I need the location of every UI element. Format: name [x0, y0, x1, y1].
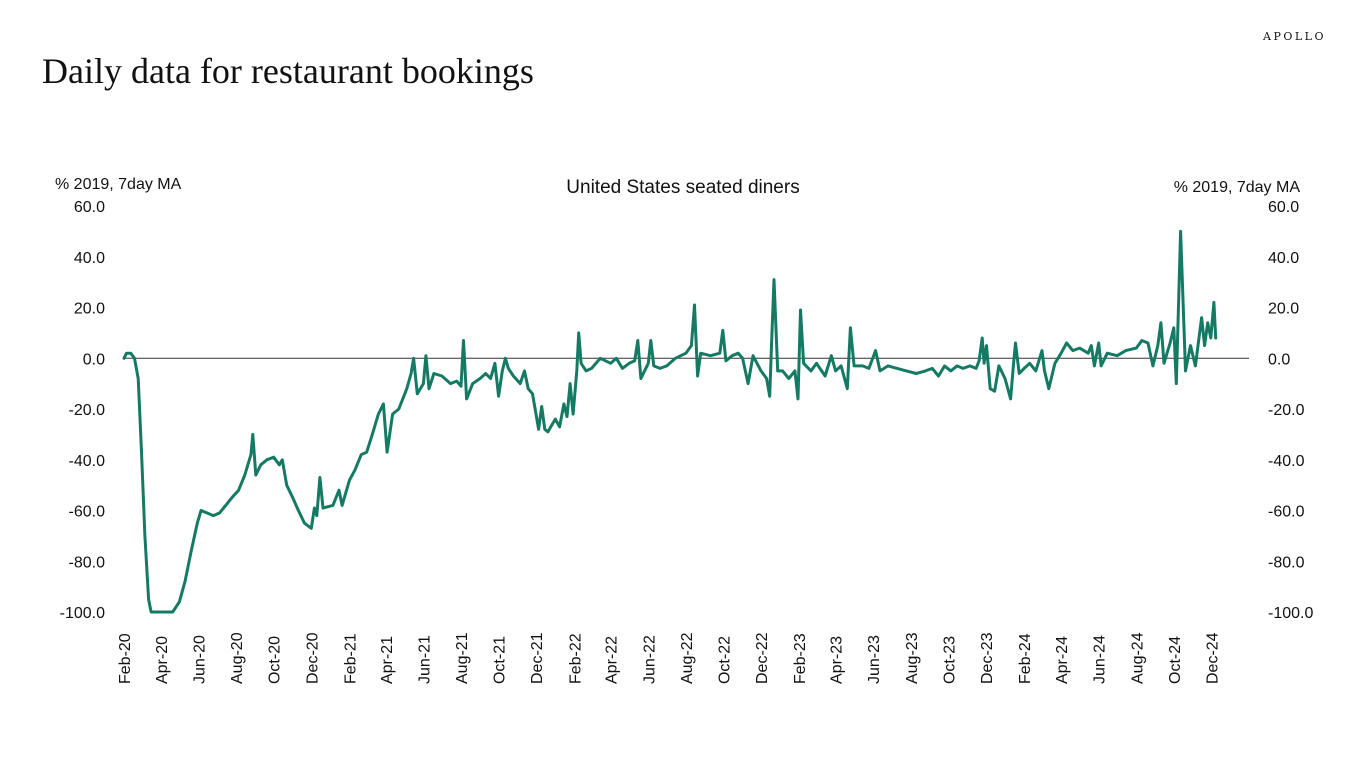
x-tick-label: Dec-24	[1204, 632, 1221, 684]
x-tick-label: Apr-22	[604, 636, 621, 684]
y-tick-label-right: 60.0	[1268, 199, 1299, 216]
y-tick-label-right: -60.0	[1268, 504, 1305, 521]
y-tick-label-left: 20.0	[74, 301, 105, 318]
x-tick-label: Oct-22	[716, 636, 733, 684]
x-tick-label: Jun-22	[641, 635, 658, 684]
x-tick-label: Dec-20	[304, 632, 321, 684]
y-tick-label-right: 0.0	[1268, 351, 1290, 368]
y-ticks-left: 60.0 40.0 20.0 0.0 -20.0 -40.0 -60.0 -80.0 -100.…	[60, 199, 105, 622]
y-tick-label-right: 40.0	[1268, 250, 1299, 267]
y-tick-label-right: -40.0	[1268, 453, 1305, 470]
y-tick-label-left: 0.0	[83, 351, 105, 368]
x-tick-label: Oct-23	[941, 636, 958, 684]
x-tick-label: Aug-20	[229, 632, 246, 684]
x-tick-label: Oct-20	[267, 636, 284, 684]
y-tick-label-left: -80.0	[69, 554, 106, 571]
x-tick-label: Jun-23	[866, 635, 883, 684]
x-tick-label: Feb-24	[1017, 633, 1034, 684]
x-tick-label: Oct-21	[492, 636, 509, 684]
x-tick-label: Dec-22	[754, 632, 771, 684]
x-tick-label: Feb-20	[117, 633, 134, 684]
x-tick-label: Apr-21	[379, 636, 396, 684]
y-tick-label-left: -20.0	[69, 402, 106, 419]
x-tick-label: Dec-23	[979, 632, 996, 684]
y-tick-label-left: -60.0	[69, 504, 106, 521]
x-tick-label: Aug-24	[1129, 632, 1146, 684]
x-tick-label: Feb-22	[567, 633, 584, 684]
y-tick-label-left: -100.0	[60, 605, 105, 622]
y-axis-label-right: % 2019, 7day MA	[1174, 179, 1301, 196]
y-tick-label-right: 20.0	[1268, 301, 1299, 318]
y-tick-label-right: -80.0	[1268, 554, 1305, 571]
y-tick-label-left: 60.0	[74, 199, 105, 216]
x-tick-label: Feb-21	[342, 633, 359, 684]
x-tick-label: Apr-20	[154, 636, 171, 684]
x-ticks: Feb-20 Apr-20 Jun-20 Aug-20 Oct-20 Dec-20 Feb-…	[117, 632, 1221, 684]
x-tick-label: Dec-21	[529, 632, 546, 684]
y-axis-label-left: % 2019, 7day MA	[55, 176, 182, 193]
chart-title: United States seated diners	[566, 177, 799, 198]
series-line	[122, 229, 1218, 614]
x-tick-label: Apr-23	[829, 636, 846, 684]
x-tick-label: Aug-22	[679, 632, 696, 684]
x-tick-label: Jun-24	[1092, 635, 1109, 684]
page-title: Daily data for restaurant bookings	[42, 51, 534, 91]
x-tick-label: Oct-24	[1167, 636, 1184, 684]
y-tick-label-right: -100.0	[1268, 605, 1313, 622]
y-ticks-right: 60.0 40.0 20.0 0.0 -20.0 -40.0 -60.0 -80.0 -100.…	[1268, 199, 1313, 622]
y-tick-label-right: -20.0	[1268, 402, 1305, 419]
brand-logo: APOLLO	[1263, 30, 1326, 43]
x-tick-label: Feb-23	[792, 633, 809, 684]
x-tick-label: Jun-20	[192, 635, 209, 684]
x-tick-label: Apr-24	[1054, 636, 1071, 684]
x-tick-label: Aug-21	[454, 632, 471, 684]
x-tick-label: Aug-23	[904, 632, 921, 684]
x-tick-label: Jun-21	[416, 635, 433, 684]
y-tick-label-left: 40.0	[74, 250, 105, 267]
y-tick-label-left: -40.0	[69, 453, 106, 470]
